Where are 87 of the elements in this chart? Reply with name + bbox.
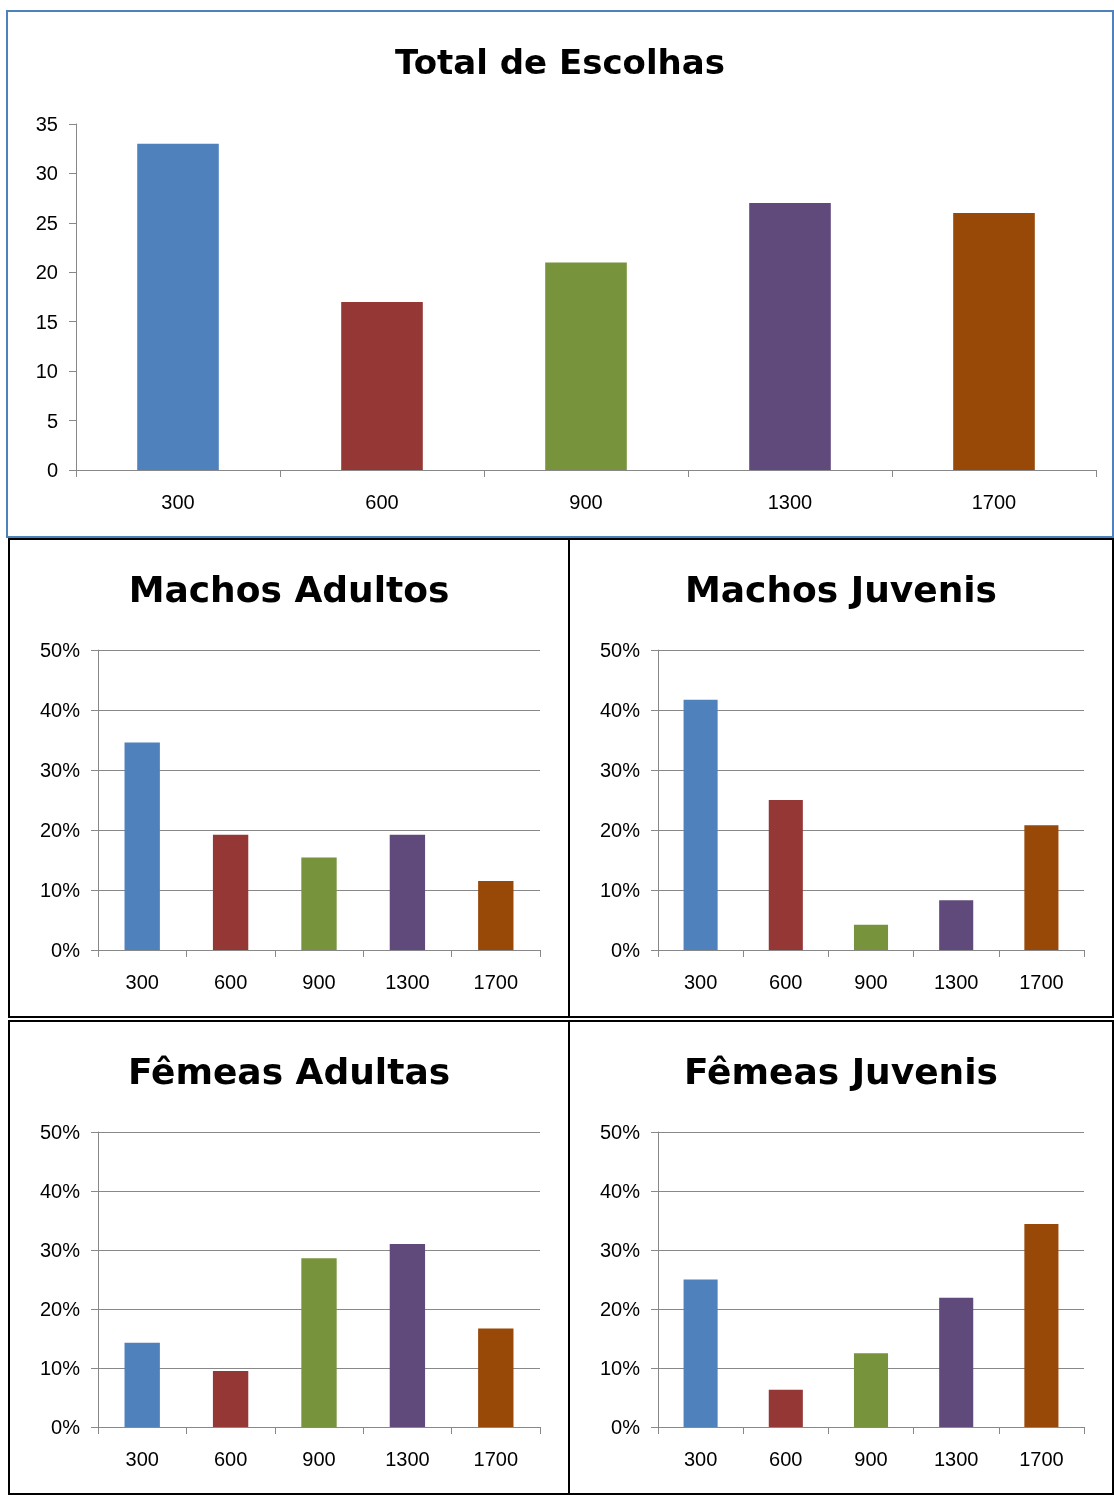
y-tick-label: 40% [39,1180,81,1202]
y-tick-label: 0% [51,1416,81,1438]
bar [478,881,514,950]
bar [768,1389,803,1427]
bar [478,1328,514,1427]
y-tick-label: 15 [35,310,58,333]
bar [212,1370,249,1427]
bar [545,262,627,470]
chart-title: Machos Juvenis [684,568,998,610]
x-tick-label: 600 [769,971,803,993]
x-tick-label: 300 [125,971,159,993]
y-tick-label: 0% [611,939,641,961]
bar [853,924,889,950]
y-tick-label: 50% [39,1121,81,1143]
bar [683,1279,718,1427]
y-tick-label: 20% [599,1298,641,1320]
y-tick-label: 0% [51,939,81,961]
y-tick-label: 10% [599,1357,641,1379]
x-tick-label: 600 [769,1448,803,1470]
y-tick-label: 40% [599,1180,641,1202]
x-tick-label: 1300 [933,1448,979,1470]
y-tick-label: 30 [35,162,58,185]
y-tick-label: 10 [35,360,58,383]
y-tick-label: 35 [35,113,58,135]
y-tick-label: 20% [39,819,81,841]
y-tick-label: 20% [599,819,641,841]
x-tick-label: 1700 [971,491,1017,513]
bar [389,1244,426,1427]
bar [953,212,1035,470]
x-tick-label: 1700 [473,1448,519,1470]
y-tick-label: 40% [39,699,81,721]
bar [768,800,803,950]
x-tick-label: 300 [125,1448,159,1470]
x-tick-label: 600 [213,1448,248,1470]
x-tick-label: 600 [213,971,248,993]
bar [683,699,718,950]
y-tick-label: 50% [599,639,641,661]
y-tick-label: 0 [46,459,58,481]
x-tick-label: 1300 [767,491,813,513]
y-tick-label: 40% [599,699,641,721]
bar [389,834,426,950]
chart-title: Fêmeas Juvenis [683,1050,999,1092]
x-tick-label: 1300 [933,971,979,993]
bar [124,742,160,950]
y-tick-label: 10% [39,1357,81,1379]
bar [853,1353,889,1427]
y-tick-label: 50% [599,1121,641,1143]
x-tick-label: 1700 [1019,971,1064,993]
x-tick-label: 900 [302,971,336,993]
bar [1024,825,1059,950]
y-tick-label: 50% [39,639,81,661]
bar [341,301,423,470]
y-tick-label: 30% [599,1239,641,1261]
y-tick-label: 30% [39,1239,81,1261]
bar [212,834,249,950]
x-tick-label: 1300 [385,1448,430,1470]
bar [124,1342,160,1427]
x-tick-label: 300 [683,1448,718,1470]
bar [301,1258,337,1427]
x-tick-label: 900 [302,1448,336,1470]
x-tick-label: 900 [854,1448,888,1470]
x-tick-label: 900 [854,971,888,993]
y-tick-label: 20% [39,1298,81,1320]
bar [1024,1224,1059,1427]
y-tick-label: 5 [46,409,58,432]
y-tick-label: 30% [39,759,81,781]
x-tick-label: 1700 [473,971,519,993]
bar [939,1297,974,1427]
y-tick-label: 30% [599,759,641,781]
x-tick-label: 1300 [385,971,430,993]
x-tick-label: 600 [365,491,399,513]
y-tick-label: 10% [39,879,81,901]
y-tick-label: 0% [611,1416,641,1438]
x-tick-label: 1700 [1019,1448,1064,1470]
y-tick-label: 25 [35,211,58,234]
bar [137,143,219,470]
x-tick-label: 300 [683,971,718,993]
x-tick-label: 300 [161,491,195,513]
bar [939,900,974,950]
bar [749,203,831,470]
y-tick-label: 20 [35,261,58,284]
bar [301,857,337,950]
chart-title: Fêmeas Adultas [127,1050,451,1092]
y-tick-label: 10% [599,879,641,901]
x-tick-label: 900 [569,491,603,513]
chart-title: Machos Adultos [128,568,450,610]
chart-title: Total de Escolhas [395,42,725,82]
